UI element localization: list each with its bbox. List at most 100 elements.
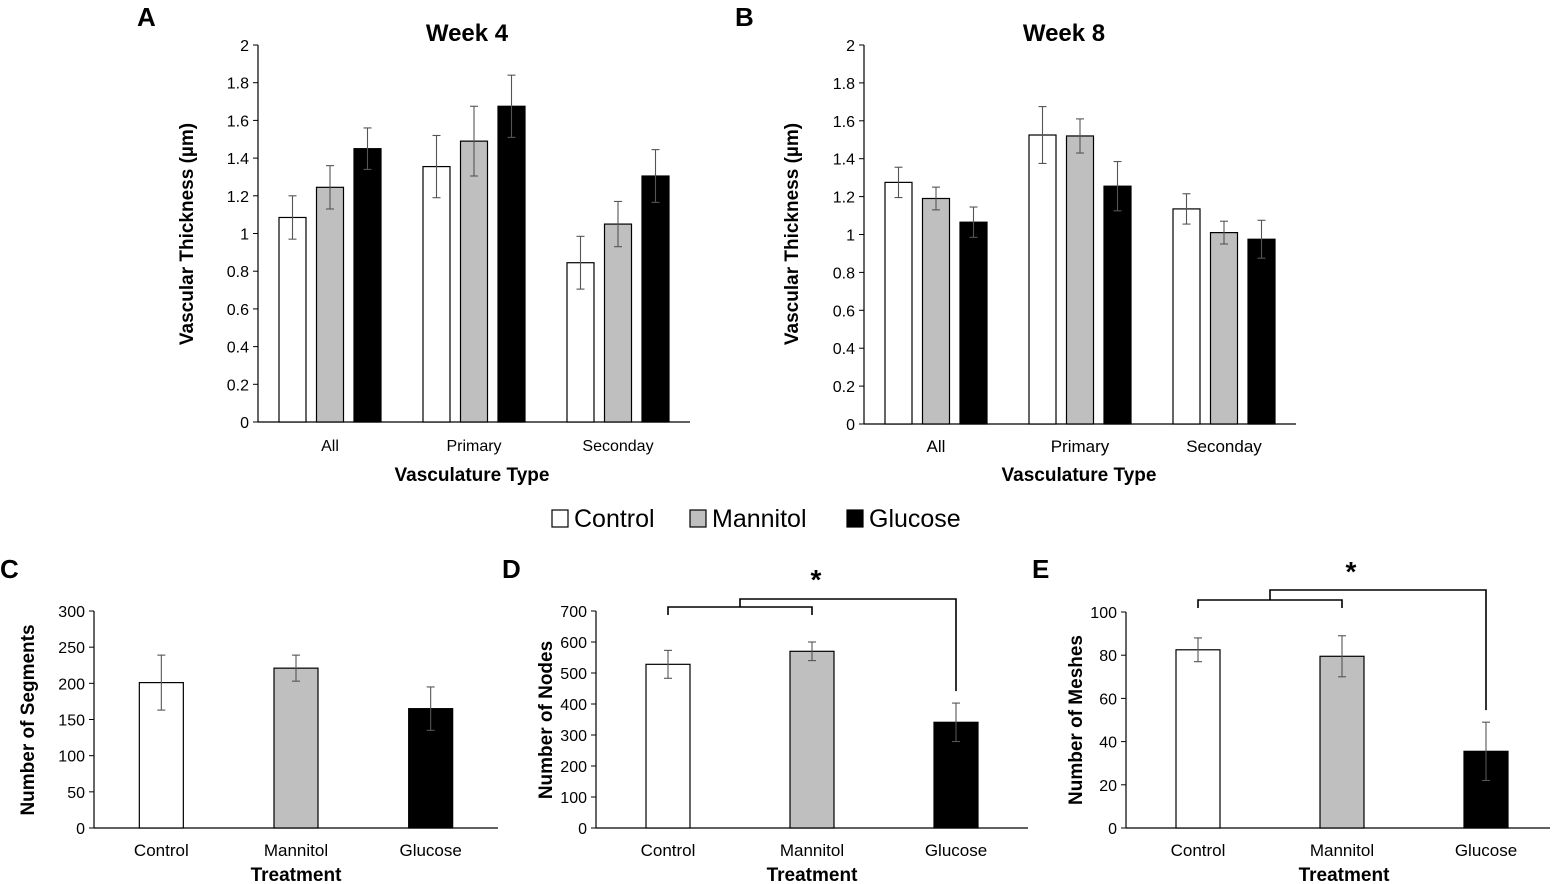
chart-a-ytick-label: 0.2 [227,377,249,394]
chart-e-ytick-label: 40 [1099,735,1117,752]
chart-e-category-label: Control [1171,841,1226,860]
chart-b-ytick-label: 0.6 [833,303,855,320]
chart-b-ytick-label: 0.2 [833,379,855,396]
chart-b-bar-glucose [1104,186,1131,424]
chart-e-bar-mannitol [1320,656,1364,828]
chart-b-category-label: Seconday [1186,437,1262,456]
chart-c-ytick-label: 150 [58,713,85,730]
chart-b-plot: 0 0.2 0.4 0.6 0.8 1 1.2 1.4 1.6 1.8 2 All Primary Sec… [833,38,1296,456]
chart-e-plot: 0 20 40 60 80 100 Control Mannitol Glucose [1090,590,1550,860]
chart-d-ytick-label: 700 [560,604,587,621]
legend-label-mannitol: Mannitol [712,505,807,533]
chart-e-bar-control [1176,650,1220,828]
panel-label-a: A [137,2,156,32]
chart-b-ytick-label: 0.4 [833,341,855,358]
chart-e-ytick-label: 60 [1099,691,1117,708]
chart-d-ytick-label: 500 [560,666,587,683]
chart-d-ytick-label: 600 [560,635,587,652]
chart-a-ytick-label: 0.8 [227,264,249,281]
chart-d-xlabel: Treatment [767,865,858,884]
chart-e-ylabel: Number of Meshes [1066,635,1087,805]
chart-d-ytick-label: 0 [578,821,587,838]
chart-b-ytick-label: 0.8 [833,265,855,282]
chart-d-plot: 0 100 200 300 400 500 600 700 Control Mannitol Glu… [560,599,1028,860]
chart-c-xlabel: Treatment [251,865,342,884]
chart-e-category-label: Mannitol [1310,841,1374,860]
legend: Control Mannitol Glucose [552,505,961,533]
chart-c-ytick-label: 50 [67,785,85,802]
legend-label-glucose: Glucose [869,505,961,533]
chart-a-bar-control [423,167,450,422]
panel-label-c: C [0,554,19,584]
panel-label-e: E [1032,554,1049,584]
chart-b-ytick-label: 1.4 [833,152,855,169]
chart-d-bar-control [646,664,690,828]
chart-d-bar-mannitol [790,651,834,828]
chart-b-ylabel: Vascular Thickness (µm) [782,123,803,345]
chart-a-ytick-label: 0 [240,415,249,432]
chart-a-ytick-label: 1.4 [227,151,249,168]
chart-c-category-label: Glucose [399,841,461,860]
chart-b-bar-glucose [960,222,987,424]
figure: A B C D E Week 4 Week 8 Vascular Thickne… [0,0,1552,884]
chart-e-ytick-label: 20 [1099,778,1117,795]
chart-a-ylabel: Vascular Thickness (µm) [177,123,198,345]
chart-a-bar-mannitol [605,224,632,422]
chart-a-ytick-label: 1.2 [227,189,249,206]
chart-a-bar-mannitol [461,141,488,422]
chart-c-ytick-label: 100 [58,749,85,766]
chart-c-ytick-label: 300 [58,604,85,621]
chart-d-ylabel: Number of Nodes [536,641,557,799]
chart-c-category-label: Mannitol [264,841,328,860]
chart-c-plot: 0 50 100 150 200 250 300 Control Mannitol Glucose [58,604,498,860]
chart-b-bar-mannitol [923,198,950,424]
legend-swatch-mannitol [690,510,706,527]
chart-c-ylabel: Number of Segments [18,624,39,815]
chart-d-category-label: Mannitol [780,841,844,860]
chart-a-ytick-label: 0.6 [227,302,249,319]
chart-b-category-label: All [927,437,946,456]
chart-d-ytick-label: 200 [560,759,587,776]
chart-b-ytick-label: 1.8 [833,76,855,93]
chart-b-bar-mannitol [1067,136,1094,424]
chart-d-bracket-outer [740,599,956,691]
chart-b-title: Week 8 [1023,20,1105,47]
chart-c-category-label: Control [134,841,189,860]
chart-a-bar-control [279,217,306,422]
chart-a-bar-glucose [642,176,669,422]
chart-b-xlabel: Vasculature Type [1002,465,1157,486]
chart-a-category-label: Primary [446,438,501,455]
chart-e-significance: * [1346,556,1357,587]
chart-a-bar-mannitol [317,187,344,422]
chart-a-ytick-label: 0.4 [227,340,249,357]
legend-swatch-control [552,510,568,527]
chart-a-plot: 0 0.2 0.4 0.6 0.8 1 1.2 1.4 1.6 1.8 2 All Primary Sec… [227,38,690,455]
chart-e-bracket-pair [1198,600,1342,608]
chart-b-ytick-label: 1.6 [833,114,855,131]
chart-e-bracket-outer [1270,590,1486,710]
chart-b-bar-control [1173,209,1200,424]
chart-a-ytick-label: 2 [240,38,249,55]
chart-a-title: Week 4 [426,20,509,47]
chart-e-ytick-label: 100 [1090,605,1117,622]
chart-a-ytick-label: 1.6 [227,113,249,130]
chart-d-bracket-pair [668,607,812,615]
panel-label-b: B [735,2,754,32]
chart-b-ytick-label: 1.2 [833,190,855,207]
chart-b-bar-control [885,182,912,424]
chart-d-ytick-label: 400 [560,697,587,714]
legend-swatch-glucose [847,510,863,527]
panel-label-d: D [502,554,521,584]
chart-c-ytick-label: 250 [58,640,85,657]
chart-b-bar-mannitol [1211,233,1238,424]
chart-e-ytick-label: 0 [1108,821,1117,838]
chart-e-xlabel: Treatment [1299,865,1390,884]
chart-b-category-label: Primary [1051,437,1110,456]
chart-a-category-label: All [321,438,339,455]
chart-b-bar-glucose [1248,239,1275,424]
chart-d-category-label: Glucose [925,841,987,860]
chart-b-ytick-label: 1 [846,228,855,245]
chart-d-ytick-label: 300 [560,728,587,745]
chart-e-ytick-label: 80 [1099,648,1117,665]
chart-a-bar-glucose [354,149,381,422]
